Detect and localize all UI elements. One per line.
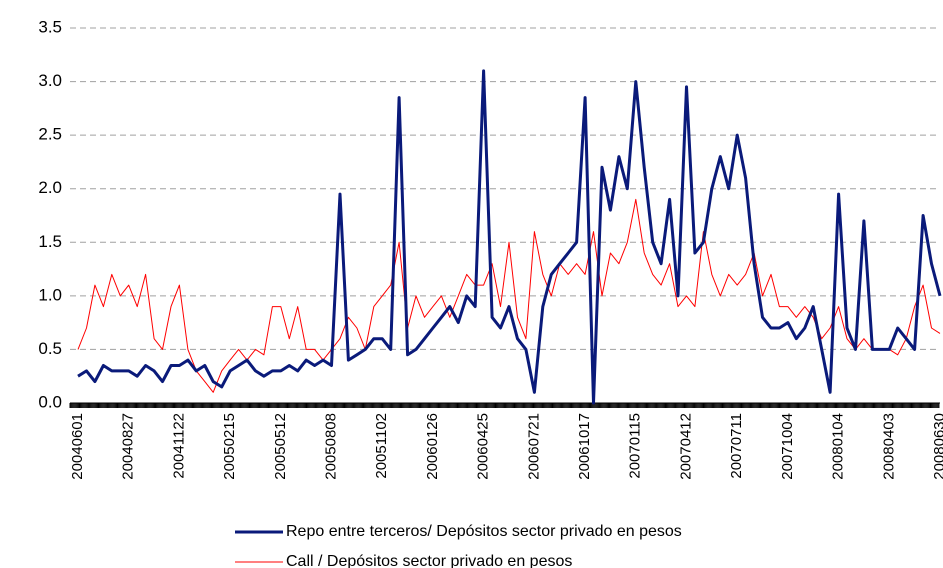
x-tick-label: 20040601 [69, 413, 86, 480]
x-tick-label: 20080104 [830, 413, 847, 480]
x-tick-label: 20050215 [221, 413, 238, 480]
x-tick-label: 20051102 [373, 413, 390, 479]
legend-label: Repo entre terceros/ Depósitos sector pr… [286, 523, 682, 540]
x-tick-label: 20061017 [576, 413, 593, 480]
x-tick-label: 20070711 [728, 413, 745, 479]
x-tick-label: 20041122 [170, 413, 187, 479]
x-tick-label: 20060126 [424, 413, 441, 480]
x-tick-label: 20060721 [525, 413, 542, 480]
x-tick-label: 20040827 [120, 413, 137, 480]
y-tick-label: 0.5 [38, 339, 62, 358]
x-tick-label: 20050808 [322, 413, 339, 480]
legend-label: Call / Depósitos sector privado en pesos [286, 553, 572, 568]
y-tick-label: 0.0 [38, 392, 62, 411]
y-tick-label: 1.0 [38, 285, 62, 304]
y-tick-label: 3.5 [38, 17, 62, 36]
y-tick-label: 1.5 [38, 232, 62, 251]
x-tick-label: 20071004 [779, 413, 796, 480]
x-tick-label: 20070115 [627, 413, 644, 479]
series-line [77, 69, 942, 405]
y-tick-label: 2.5 [38, 125, 62, 144]
x-tick-label: 20080630 [931, 413, 943, 480]
x-tick-label: 20060425 [475, 413, 492, 480]
y-tick-label: 3.0 [38, 71, 62, 90]
y-tick-label: 2.0 [38, 178, 62, 197]
series-line [77, 198, 941, 393]
x-tick-label: 20070412 [677, 413, 694, 480]
x-tick-label: 20050512 [272, 413, 289, 480]
x-tick-label: 20080403 [880, 413, 897, 480]
